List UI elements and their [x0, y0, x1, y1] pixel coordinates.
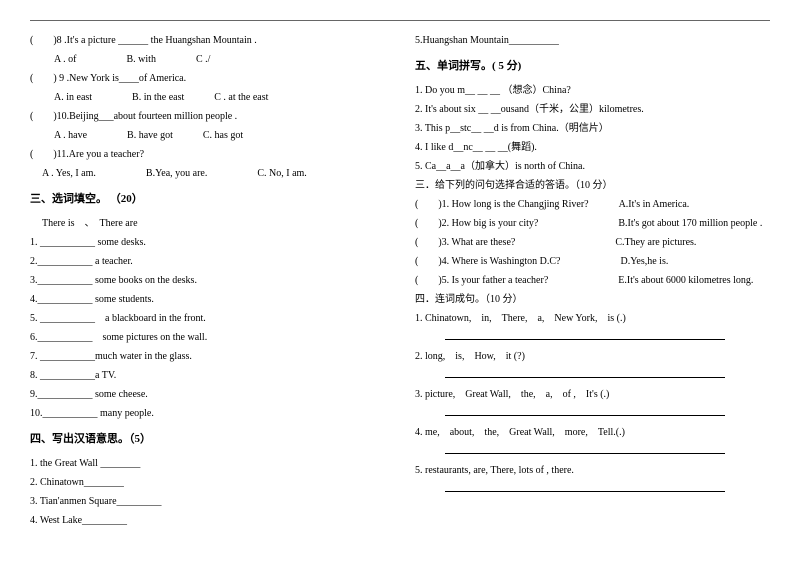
match-4: ( )4. Where is Washington D.C? D.Yes,he …	[415, 252, 770, 271]
spell-3: 3. This p__stc__ __d is from China.（明信片）	[415, 119, 770, 138]
top-rule	[30, 20, 770, 21]
q11-options: A . Yes, I am. B.Yea, you are. C. No, I …	[30, 164, 385, 183]
right-column: 5.Huangshan Mountain__________ 五、单词拼写。( …	[415, 31, 770, 530]
meaning-3: 3. Tian'anmen Square_________	[30, 492, 385, 511]
spell-1: 1. Do you m__ __ __ （想念）China?	[415, 81, 770, 100]
section-3-title: 三、选词填空。 （20）	[30, 189, 385, 210]
fill-6: 6.___________ some pictures on the wall.	[30, 328, 385, 347]
answer-line-1	[445, 328, 725, 340]
answer-line-5	[445, 480, 725, 492]
answer-line-2	[445, 366, 725, 378]
sentence-3: 3. picture, Great Wall, the, a, of , It'…	[415, 385, 770, 404]
fill-7: 7. ___________much water in the glass.	[30, 347, 385, 366]
q10-options: A . have B. have got C. has got	[30, 126, 385, 145]
q11: ( )11.Are you a teacher?	[30, 145, 385, 164]
q9-options: A. in east B. in the east C . at the eas…	[30, 88, 385, 107]
match-2: ( )2. How big is your city? B.It's got a…	[415, 214, 770, 233]
spell-4: 4. I like d__nc__ __ __(舞蹈).	[415, 138, 770, 157]
left-column: ( )8 .It's a picture ______ the Huangsha…	[30, 31, 385, 530]
match-3: ( )3. What are these? C.They are picture…	[415, 233, 770, 252]
fill-9: 9.___________ some cheese.	[30, 385, 385, 404]
q9: ( ) 9 .New York is____of America.	[30, 69, 385, 88]
match-1: ( )1. How long is the Changjing River? A…	[415, 195, 770, 214]
fill-3: 3.___________ some books on the desks.	[30, 271, 385, 290]
fill-8: 8. ___________a TV.	[30, 366, 385, 385]
meaning-2: 2. Chinatown________	[30, 473, 385, 492]
section-5-title: 五、单词拼写。( 5 分)	[415, 56, 770, 77]
section-6-title: 三．给下列的问句选择合适的答语。（10 分）	[415, 176, 770, 195]
sentence-2: 2. long, is, How, it (?)	[415, 347, 770, 366]
meaning-5: 5.Huangshan Mountain__________	[415, 31, 770, 50]
two-column-layout: ( )8 .It's a picture ______ the Huangsha…	[30, 31, 770, 530]
fill-5: 5. ___________ a blackboard in the front…	[30, 309, 385, 328]
sentence-4: 4. me, about, the, Great Wall, more, Tel…	[415, 423, 770, 442]
meaning-1: 1. the Great Wall ________	[30, 454, 385, 473]
fill-1: 1. ___________ some desks.	[30, 233, 385, 252]
word-choices: There is 、 There are	[30, 214, 385, 233]
fill-10: 10.___________ many people.	[30, 404, 385, 423]
answer-line-4	[445, 442, 725, 454]
section-7-title: 四．连词成句。（10 分）	[415, 290, 770, 309]
match-5: ( )5. Is your father a teacher? E.It's a…	[415, 271, 770, 290]
fill-4: 4.___________ some students.	[30, 290, 385, 309]
answer-line-3	[445, 404, 725, 416]
sentence-1: 1. Chinatown, in, There, a, New York, is…	[415, 309, 770, 328]
spell-2: 2. It's about six __ __ousand（千米，公里）kilo…	[415, 100, 770, 119]
q8: ( )8 .It's a picture ______ the Huangsha…	[30, 31, 385, 50]
q8-options: A . of B. with C ./	[30, 50, 385, 69]
meaning-4: 4. West Lake_________	[30, 511, 385, 530]
q10: ( )10.Beijing___about fourteen million p…	[30, 107, 385, 126]
fill-2: 2.___________ a teacher.	[30, 252, 385, 271]
section-4-title: 四、写出汉语意思。（5）	[30, 429, 385, 450]
sentence-5: 5. restaurants, are, There, lots of , th…	[415, 461, 770, 480]
spell-5: 5. Ca__a__a（加拿大）is north of China.	[415, 157, 770, 176]
